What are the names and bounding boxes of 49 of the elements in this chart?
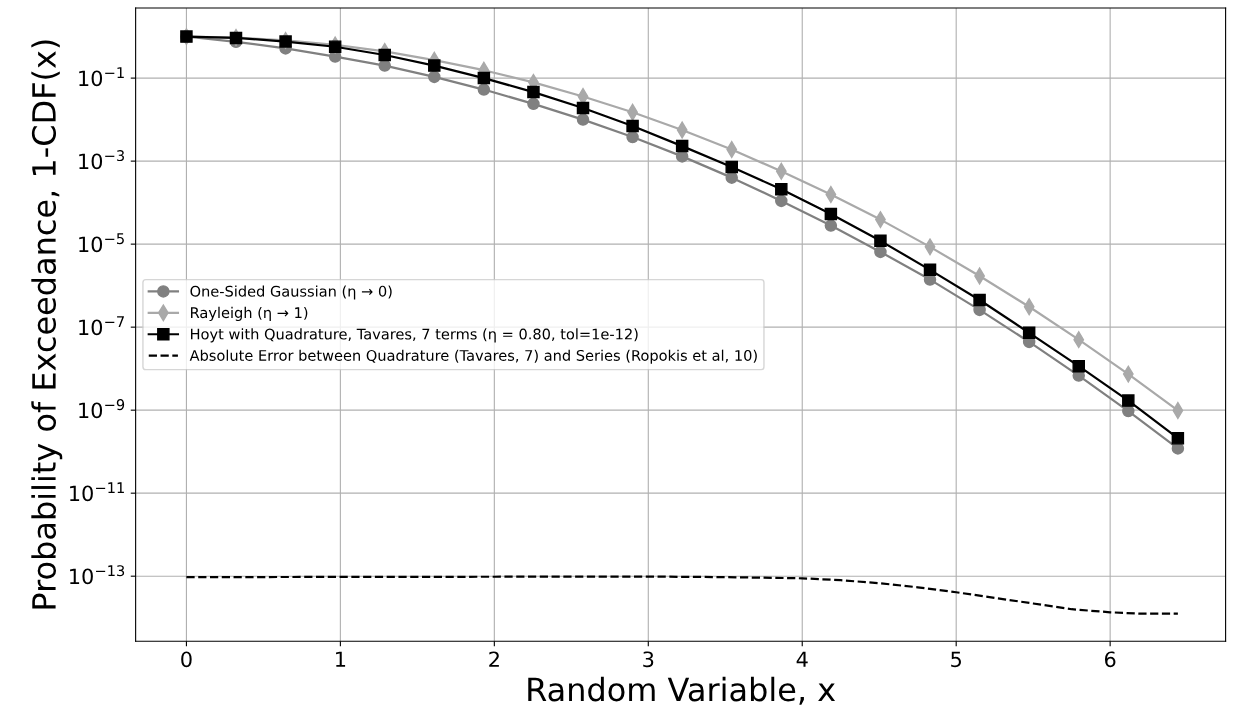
point (527, 85, 540, 99)
legend-label: Hoyt with Quadrature, Tavares, 7 terms (η = 0.80, tol=1e-12) (191, 328, 638, 343)
y-tick-label: 10$^{−13}$ (70, 565, 125, 585)
point (1072, 359, 1085, 373)
x-axis-title: Random Variable, x (528, 676, 836, 705)
point (477, 83, 491, 96)
point (576, 113, 590, 126)
x-tick-label: 2 (489, 651, 499, 667)
x-tick-label: 3 (643, 651, 654, 668)
x-tick-label: 1 (336, 651, 346, 667)
point (775, 183, 788, 196)
point (675, 150, 689, 163)
point (477, 71, 491, 85)
x-tick-label: 5 (951, 651, 961, 668)
point (874, 234, 887, 248)
point (824, 219, 838, 232)
legend-label: One-Sided Gaussian (η → 0) (190, 285, 392, 300)
point (279, 35, 292, 48)
point (725, 160, 738, 174)
x-tick-label: 6 (1104, 651, 1116, 668)
point (775, 194, 788, 208)
point (1022, 326, 1036, 340)
point (428, 59, 441, 72)
legend-label: Rayleigh (η → 1) (191, 306, 308, 321)
point (923, 263, 937, 277)
x-tick-label: 4 (796, 651, 808, 667)
y-tick-label: 10$^{−7}$ (79, 316, 124, 336)
y-tick-label: 10$^{−11}$ (70, 482, 124, 502)
point (874, 245, 887, 259)
line-series (185, 575, 1179, 615)
y-tick-label: 10$^{−3}$ (79, 150, 124, 170)
point (973, 293, 986, 307)
point (675, 139, 689, 153)
point (378, 48, 391, 62)
point (626, 130, 639, 144)
y-tick-label: 10$^{−5}$ (79, 233, 124, 253)
point (328, 40, 342, 53)
point (626, 119, 639, 133)
point (428, 70, 441, 84)
y-tick-label: 10$^{−9}$ (79, 399, 125, 419)
point (527, 97, 540, 111)
point (1171, 432, 1185, 445)
y-tick-label: 10$^{−1}$ (79, 67, 124, 87)
legend-label: Absolute Error between Quadrature (Tavares, 7) and Series (Ropokis et al, 10) (189, 349, 757, 364)
x-tick-label: 0 (181, 651, 192, 668)
point (1122, 394, 1135, 407)
point (824, 207, 838, 221)
y-axis-title: Probability of Exceedance, 1-CDF(x) (31, 40, 63, 609)
point (576, 101, 590, 115)
